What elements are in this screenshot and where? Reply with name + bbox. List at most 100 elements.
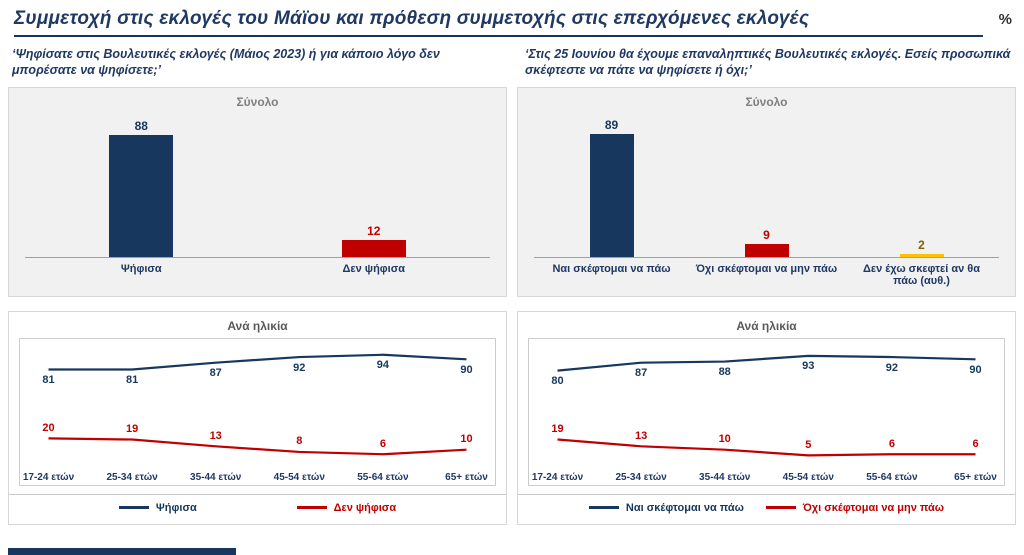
point-value-label: 5 — [805, 438, 812, 451]
legend-label: Δεν ψήφισα — [333, 501, 397, 514]
point-value-label: 90 — [969, 363, 982, 376]
questions-row: ‘Ψηφίσατε στις Βουλευτικές εκλογές (Μάιο… — [12, 46, 1012, 79]
age-charts-row: Ανά ηλικία 81 81 87 92 94 90 20 19 13 8 6 10 17-24 ε… — [8, 310, 1016, 525]
chart-title: Σύνολο — [745, 94, 788, 109]
age-category-label: 17-24 ετών — [531, 471, 584, 483]
bar-plot-area: 89 9 2 — [534, 112, 999, 258]
point-value-label: 19 — [125, 423, 139, 436]
bar-category-row: Ναι σκέφτομαι να πάω Όχι σκέφτομαι να μην… — [534, 258, 999, 288]
line-chart-vote-by-age: 81 81 87 92 94 90 20 19 13 8 6 10 17-24 ετών 25-34 ετ… — [9, 337, 506, 514]
point-value-label: 13 — [634, 429, 648, 442]
point-value-label: 80 — [551, 375, 564, 388]
point-value-label: 13 — [209, 429, 222, 442]
page-header: Συμμετοχή στις εκλογές του Μάϊου και πρό… — [0, 0, 1024, 37]
point-value-label: 81 — [125, 373, 139, 386]
age-category-label: 45-54 ετών — [273, 471, 325, 483]
point-value-label: 87 — [634, 367, 648, 380]
chart-title: Ανά ηλικία — [736, 318, 797, 333]
chart-legend: Ψήφισα Δεν ψήφισα — [9, 493, 506, 514]
point-value-label: 88 — [718, 366, 731, 379]
bar-category-label: Ναι σκέφτομαι να πάω — [552, 262, 671, 275]
age-category-label: 17-24 ετών — [22, 471, 75, 483]
chart-title: Σύνολο — [236, 94, 279, 109]
point-value-label: 8 — [296, 435, 303, 448]
point-value-label: 19 — [551, 423, 564, 436]
legend-line-swatch — [118, 506, 149, 509]
bar — [341, 239, 406, 257]
question-past-vote: ‘Ψηφίσατε στις Βουλευτικές εκλογές (Μάιο… — [12, 47, 440, 78]
bar — [744, 244, 789, 257]
line-category-row: 17-24 ετών 25-34 ετών 35-44 ετών 45-54 ετών… — [529, 468, 1004, 483]
legend-item: Ναι σκέφτομαι να πάω — [588, 501, 744, 514]
point-value-label: 6 — [379, 437, 386, 450]
line-plot-field: 81 81 87 92 94 90 20 19 13 8 6 10 — [20, 348, 495, 461]
bar-chart-vote-total: 88 12 Ψήφισα Δεν ψήφισα — [9, 112, 506, 276]
point-value-label: 6 — [888, 437, 895, 450]
bar-group: 12 — [258, 224, 491, 257]
point-value-label: 10 — [718, 433, 731, 446]
legend-label: Ψήφισα — [155, 501, 197, 514]
legend-item: Ψήφισα — [118, 501, 197, 514]
age-category-label: 45-54 ετών — [782, 471, 834, 483]
point-value-label: 6 — [972, 437, 979, 450]
legend-item: Όχι σκέφτομαι να μην πάω — [765, 501, 945, 514]
series-line-0 — [558, 355, 976, 370]
line-plot-box: 80 87 88 93 92 90 19 13 10 5 6 6 17-24 ετών 25-34 ετώ… — [528, 337, 1005, 486]
percent-unit-label: % — [998, 11, 1012, 28]
bar-category-label: Ψήφισα — [120, 262, 162, 275]
bar-value-label: 12 — [367, 223, 381, 238]
point-value-label: 20 — [42, 421, 55, 434]
page-title: Συμμετοχή στις εκλογές του Μάϊου και πρό… — [14, 8, 810, 29]
age-category-label: 25-34 ετών — [106, 471, 158, 483]
point-value-label: 87 — [209, 367, 222, 380]
point-value-label: 92 — [293, 361, 306, 374]
age-category-label: 55-64 ετών — [866, 471, 918, 483]
legend-item: Δεν ψήφισα — [296, 501, 397, 514]
bar-category-label: Δεν ψήφισα — [342, 262, 406, 275]
bar-value-label: 89 — [604, 117, 619, 132]
series-line-1 — [49, 438, 467, 454]
legend-label: Όχι σκέφτομαι να μην πάω — [802, 501, 945, 514]
bar-group: 2 — [844, 238, 999, 257]
bar — [109, 135, 174, 257]
bar-value-label: 9 — [763, 228, 770, 243]
point-value-label: 90 — [460, 363, 473, 376]
age-category-label: 55-64 ετών — [357, 471, 409, 483]
chart-title: Ανά ηλικία — [227, 318, 288, 333]
bar-category-label: Δεν έχω σκεφτεί αν θα πάω (αυθ.) — [862, 262, 981, 288]
age-category-label: 65+ ετών — [445, 471, 488, 483]
line-plot-field: 80 87 88 93 92 90 19 13 10 5 6 6 — [529, 348, 1004, 461]
chart-legend: Ναι σκέφτομαι να πάω Όχι σκέφτομαι να μην… — [518, 493, 1015, 514]
age-category-label: 65+ ετών — [954, 471, 997, 483]
age-category-label: 25-34 ετών — [615, 471, 667, 483]
title-underline: Συμμετοχή στις εκλογές του Μάϊου και πρό… — [14, 8, 983, 37]
bar-group: 89 — [534, 118, 689, 257]
line-chart-intention-by-age: 80 87 88 93 92 90 19 13 10 5 6 6 17-24 ετών 25-34 ετώ… — [518, 337, 1015, 514]
bar-category-row: Ψήφισα Δεν ψήφισα — [25, 258, 490, 276]
bar-plot-area: 88 12 — [25, 112, 490, 258]
panel-intention-by-age: Ανά ηλικία 80 87 88 93 92 90 19 13 10 5 6 6 17-24 ετ… — [517, 310, 1016, 525]
point-value-label: 10 — [460, 433, 473, 446]
footer-bar-fragment — [8, 548, 236, 555]
series-line-1 — [558, 439, 976, 455]
bar-group: 88 — [25, 119, 258, 257]
point-value-label: 93 — [802, 360, 815, 373]
line-chart-canvas — [529, 348, 1004, 461]
total-charts-row: Σύνολο 88 12 Ψήφισα Δεν ψήφισα Σύνολο 89 9 2 Ν… — [8, 86, 1016, 297]
bar-category-label: Όχι σκέφτομαι να μην πάω — [695, 262, 838, 275]
panel-vote-total: Σύνολο 88 12 Ψήφισα Δεν ψήφισα — [8, 86, 507, 297]
bar-chart-intention-total: 89 9 2 Ναι σκέφτομαι να πάω Όχι σκέφτομαι να… — [518, 112, 1015, 288]
legend-label: Ναι σκέφτομαι να πάω — [625, 501, 744, 514]
bar — [899, 253, 944, 257]
line-plot-box: 81 81 87 92 94 90 20 19 13 8 6 10 17-24 ετών 25-34 ετ… — [19, 337, 496, 486]
age-category-label: 35-44 ετών — [190, 471, 242, 483]
age-category-label: 35-44 ετών — [699, 471, 751, 483]
bar — [589, 133, 634, 257]
series-line-0 — [49, 354, 467, 369]
line-category-row: 17-24 ετών 25-34 ετών 35-44 ετών 45-54 ετών… — [20, 468, 495, 483]
panel-intention-total: Σύνολο 89 9 2 Ναι σκέφτομαι να πάω Όχι σκέφτ… — [517, 86, 1016, 297]
bar-value-label: 2 — [918, 237, 925, 252]
point-value-label: 92 — [885, 361, 899, 374]
question-intention-vote: ‘Στις 25 Ιουνίου θα έχουμε επαναληπτικές… — [525, 47, 1011, 78]
